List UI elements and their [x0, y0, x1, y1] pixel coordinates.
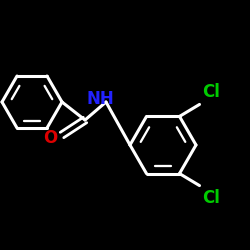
Text: O: O: [43, 129, 57, 147]
Text: NH: NH: [86, 90, 114, 108]
Text: Cl: Cl: [202, 84, 220, 102]
Text: Cl: Cl: [202, 188, 220, 206]
